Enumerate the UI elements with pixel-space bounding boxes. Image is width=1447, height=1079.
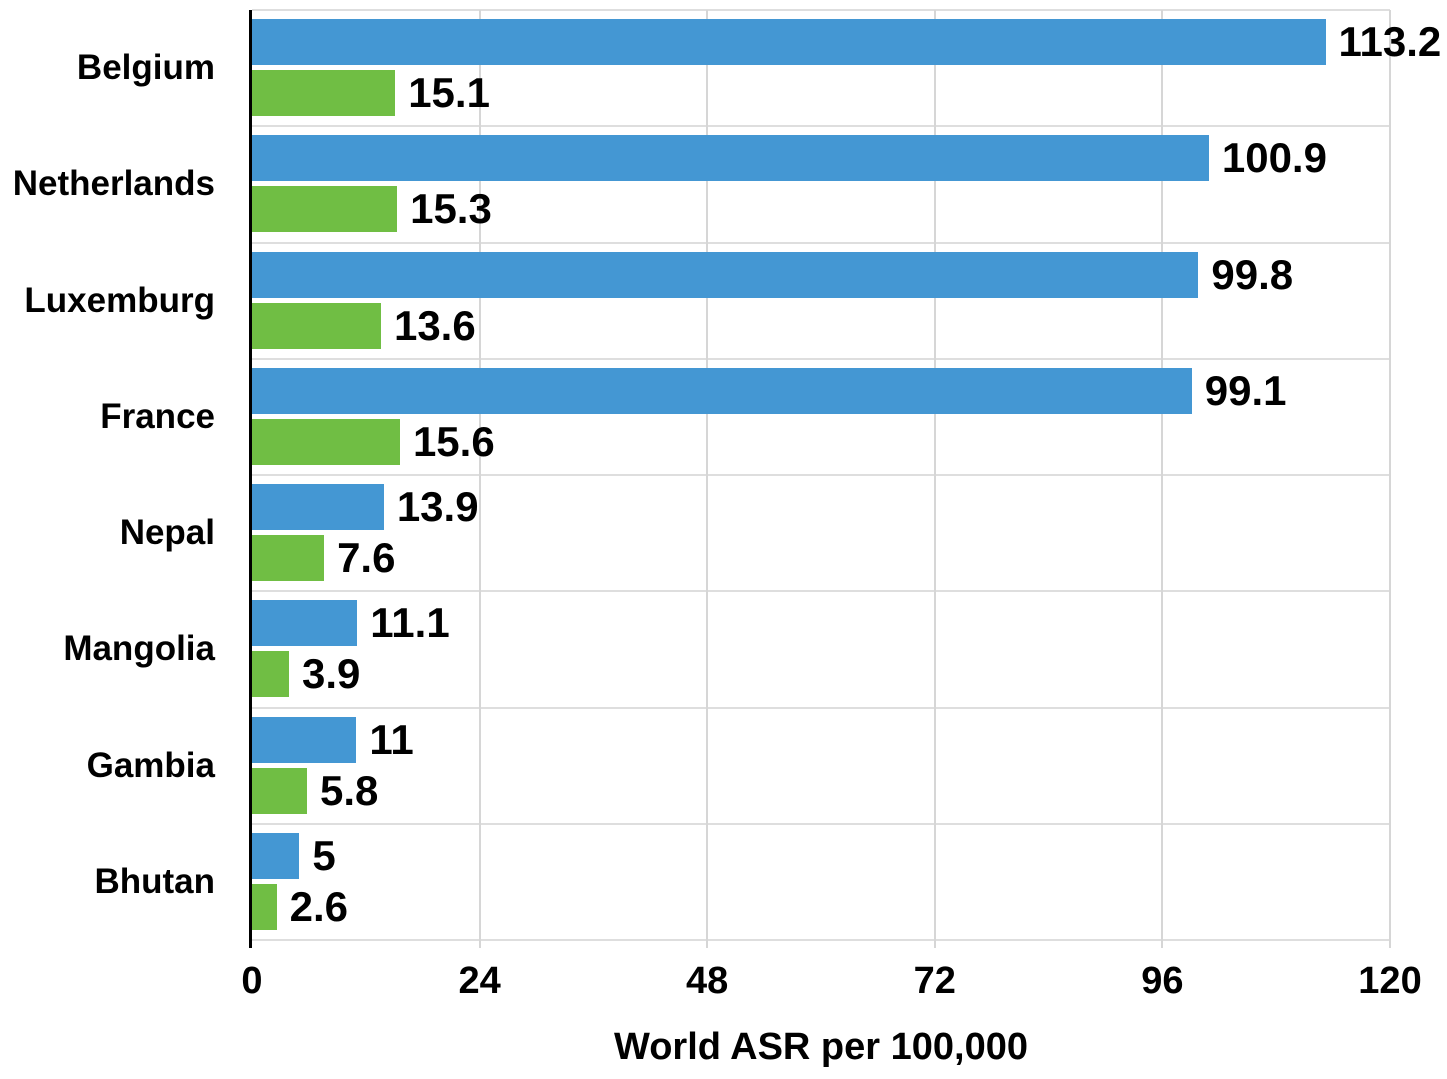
x-tick-label: 48 <box>686 960 729 1002</box>
value-label: 15.3 <box>410 185 492 233</box>
x-tick-label: 24 <box>458 960 501 1002</box>
value-label: 99.8 <box>1211 250 1294 298</box>
green-bar <box>252 651 289 698</box>
value-gridline <box>706 10 709 948</box>
value-label: 15.6 <box>412 417 495 465</box>
blue-bar <box>252 19 1326 65</box>
blue-bar <box>252 135 1209 182</box>
category-label: Netherlands <box>12 164 215 204</box>
category-label: Bhutan <box>94 861 215 901</box>
blue-bar <box>252 484 384 530</box>
value-gridline <box>1161 10 1164 948</box>
blue-bar <box>252 251 1199 298</box>
blue-bar <box>252 716 357 763</box>
green-bar <box>252 186 398 233</box>
x-tick-label: 72 <box>913 960 956 1002</box>
category-label: France <box>100 396 215 436</box>
category-gridline <box>252 125 1390 128</box>
value-label: 2.6 <box>289 882 349 930</box>
value-label: 3.9 <box>301 650 361 698</box>
x-tick-label: 0 <box>241 960 263 1002</box>
category-label: Mangolia <box>63 629 215 669</box>
value-gridline <box>1389 10 1391 948</box>
green-bar <box>252 302 381 349</box>
category-gridline <box>252 241 1390 244</box>
y-axis-line <box>249 10 252 948</box>
blue-bar <box>252 367 1192 414</box>
value-label: 11.1 <box>370 599 450 647</box>
x-tick-label: 96 <box>1141 960 1184 1002</box>
value-label: 13.9 <box>396 483 479 530</box>
green-bar <box>252 418 400 465</box>
value-gridline <box>933 10 936 948</box>
category-label: Belgium <box>76 48 215 88</box>
category-gridline <box>252 357 1390 360</box>
category-gridline <box>252 474 1390 476</box>
category-gridline <box>252 9 1390 11</box>
category-label: Luxemburg <box>24 280 215 320</box>
value-label: 5.8 <box>320 766 379 814</box>
x-axis-title: World ASR per 100,000 <box>614 1026 1028 1068</box>
value-label: 7.6 <box>337 534 396 581</box>
value-label: 11 <box>369 715 414 763</box>
x-tick-label: 120 <box>1358 960 1422 1002</box>
green-bar <box>252 70 396 116</box>
category-label: Gambia <box>86 745 215 785</box>
value-label: 113.2 <box>1338 18 1442 65</box>
category-gridline <box>252 706 1390 709</box>
value-label: 100.9 <box>1221 134 1327 182</box>
category-gridline <box>252 822 1390 825</box>
green-bar <box>252 767 307 814</box>
value-label: 5 <box>312 831 336 879</box>
value-gridline <box>478 10 481 948</box>
category-gridline <box>252 939 1390 941</box>
green-bar <box>252 535 325 581</box>
value-label: 13.6 <box>393 301 476 349</box>
value-label: 15.1 <box>408 69 490 116</box>
blue-bar <box>252 600 358 647</box>
category-gridline <box>252 590 1390 593</box>
green-bar <box>252 883 277 930</box>
category-label: Nepal <box>119 513 215 553</box>
value-label: 99.1 <box>1204 366 1287 414</box>
blue-bar <box>252 832 300 879</box>
